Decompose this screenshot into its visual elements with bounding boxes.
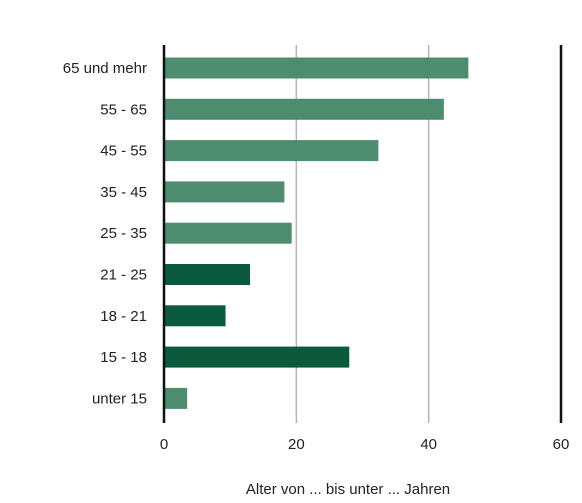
bar-3 — [164, 181, 285, 203]
x-tick-labels: 0 20 40 60 — [160, 436, 570, 453]
category-label-4: 25 - 35 — [100, 225, 147, 242]
bar-0 — [164, 57, 469, 79]
bar-8 — [164, 387, 188, 409]
category-label-7: 15 - 18 — [100, 349, 147, 366]
x-tick-label-40: 40 — [420, 436, 437, 453]
bar-4 — [164, 222, 292, 244]
bars — [164, 57, 469, 409]
category-label-8: unter 15 — [92, 390, 147, 407]
category-label-3: 35 - 45 — [100, 184, 147, 201]
category-label-2: 45 - 55 — [100, 143, 147, 160]
x-tick-label-20: 20 — [288, 436, 305, 453]
category-label-1: 55 - 65 — [100, 101, 147, 118]
bar-1 — [164, 98, 444, 120]
category-labels: 65 und mehr 55 - 65 45 - 55 35 - 45 25 - 35 2… — [63, 60, 147, 407]
bar-5 — [164, 264, 251, 285]
x-tick-label-60: 60 — [553, 436, 570, 453]
bar-6 — [164, 305, 226, 327]
category-label-6: 18 - 21 — [100, 308, 147, 325]
bar-2 — [164, 140, 379, 162]
category-label-5: 21 - 25 — [100, 267, 147, 284]
x-axis-title: Alter von ... bis unter ... Jahren — [246, 481, 450, 498]
bar-7 — [164, 346, 350, 368]
category-label-0: 65 und mehr — [63, 60, 147, 77]
axes — [162, 45, 563, 423]
x-tick-label-0: 0 — [160, 436, 168, 453]
